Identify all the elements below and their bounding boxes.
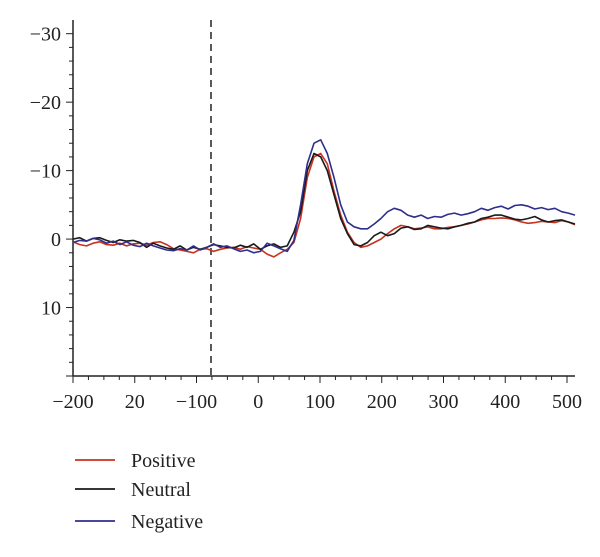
x-tick-label: 20: [125, 391, 145, 413]
series-layer: [72, 139, 576, 258]
y-ticks: −30 −20 −10 0 10: [30, 24, 73, 377]
x-tick-label: −100: [176, 391, 217, 413]
legend: Positive Neutral Negative: [75, 450, 203, 533]
series-line-positive: [72, 152, 576, 258]
x-tick-label: 200: [367, 391, 397, 413]
y-tick-label: 0: [51, 229, 61, 251]
y-tick-label: −30: [30, 24, 61, 46]
x-tick-label: 400: [490, 391, 520, 413]
legend-label-negative: Negative: [131, 511, 203, 533]
legend-label-neutral: Neutral: [131, 479, 191, 501]
x-tick-label: 500: [552, 391, 582, 413]
y-tick-label: −20: [30, 92, 61, 114]
x-tick-label: 300: [429, 391, 459, 413]
x-tick-label: 0: [253, 391, 263, 413]
series-line-neutral: [72, 152, 576, 251]
y-tick-label: −10: [30, 161, 61, 183]
series-line-negative: [72, 139, 576, 254]
legend-label-positive: Positive: [131, 450, 196, 472]
x-ticks: −200 20 −100 0 100 200 300 400 500: [52, 376, 582, 413]
legend-item-neutral: Neutral: [75, 479, 191, 501]
y-tick-label: 10: [41, 298, 61, 320]
x-tick-label: −200: [52, 391, 93, 413]
legend-item-negative: Negative: [75, 511, 203, 533]
legend-item-positive: Positive: [75, 450, 196, 472]
x-tick-label: 100: [305, 391, 335, 413]
